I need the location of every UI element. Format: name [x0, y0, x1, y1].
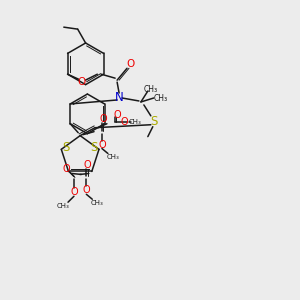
- Text: O: O: [126, 59, 134, 69]
- Text: O: O: [62, 164, 70, 175]
- Text: O: O: [99, 114, 107, 124]
- Text: CH₃: CH₃: [106, 154, 119, 160]
- Text: CH₃: CH₃: [128, 119, 141, 125]
- Text: O: O: [82, 185, 90, 195]
- Text: S: S: [150, 115, 158, 128]
- Text: N: N: [115, 92, 124, 104]
- Text: O: O: [77, 77, 86, 87]
- Text: CH₃: CH₃: [91, 200, 103, 206]
- Text: CH₃: CH₃: [144, 85, 158, 94]
- Text: O: O: [70, 187, 78, 197]
- Text: CH₃: CH₃: [154, 94, 168, 103]
- Text: O: O: [121, 117, 128, 127]
- Text: O: O: [98, 140, 106, 150]
- Text: S: S: [63, 141, 70, 154]
- Text: CH₃: CH₃: [57, 203, 69, 209]
- Text: O: O: [83, 160, 91, 170]
- Text: S: S: [90, 141, 98, 154]
- Text: O: O: [114, 110, 122, 120]
